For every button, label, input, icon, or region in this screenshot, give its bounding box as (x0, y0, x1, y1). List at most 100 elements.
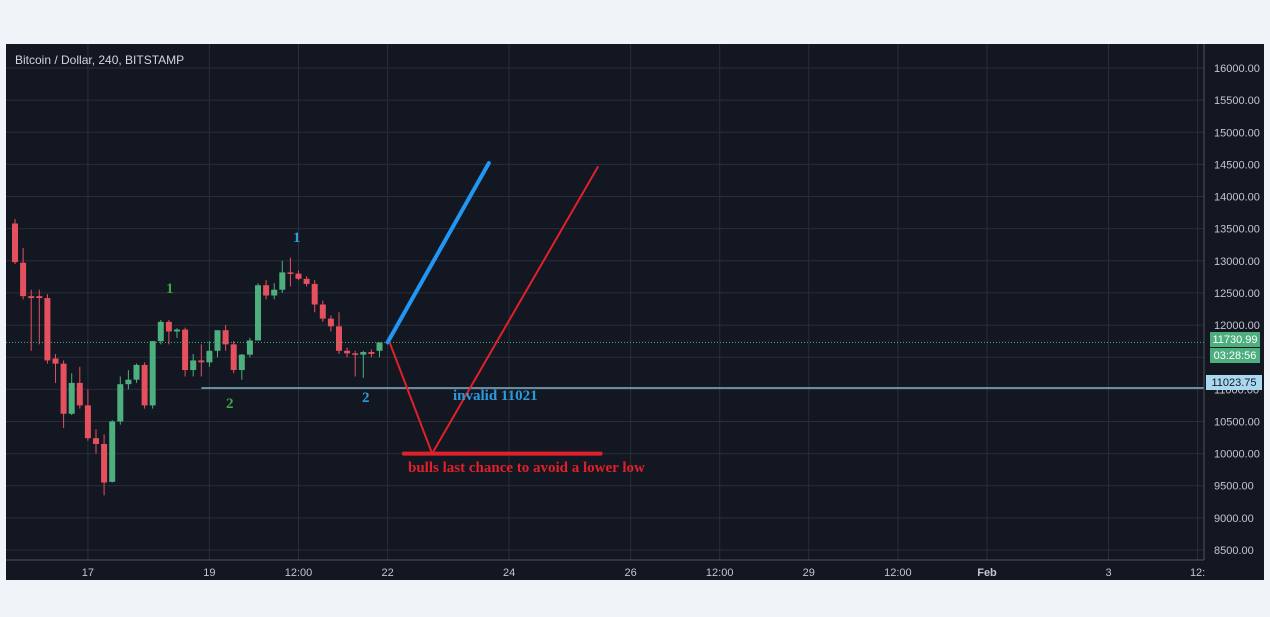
invalid-annotation: invalid 11021 (453, 388, 538, 404)
candle-body (287, 272, 294, 274)
price-tick-label: 16000.00 (1214, 63, 1260, 75)
candle-body (36, 296, 43, 299)
price-tick-label: 8500.00 (1214, 545, 1254, 557)
candle (68, 373, 75, 416)
time-tick-label: Feb (977, 567, 997, 579)
candle (319, 300, 326, 322)
invalid-level-text: 11023.75 (1211, 377, 1256, 389)
candle-body (84, 405, 91, 439)
price-axis[interactable]: 16000.00 15500.00 15000.00 14500.00 14000.00… (1203, 44, 1260, 560)
candle-body (376, 342, 383, 351)
candle-body (190, 360, 197, 371)
candle (182, 327, 189, 377)
candle (311, 280, 318, 313)
candle (20, 247, 27, 300)
overlays (6, 161, 1204, 456)
candle (174, 328, 180, 338)
candle (133, 363, 140, 383)
candle-body (360, 352, 367, 355)
candle-body (352, 353, 359, 355)
candle (214, 330, 221, 358)
candle (344, 347, 351, 358)
candle (360, 350, 367, 378)
candle (376, 342, 383, 358)
candle-body (336, 326, 342, 351)
time-tick-label: 12:00 (884, 567, 912, 579)
time-tick-label: 3 (1105, 567, 1111, 579)
candle-body (198, 360, 205, 363)
candle-body (182, 329, 189, 371)
candle (230, 341, 237, 374)
price-tick-label: 15000.00 (1214, 127, 1260, 139)
candle-body (28, 296, 35, 299)
candle (28, 289, 35, 351)
wave-label-blue-1: 1 (293, 230, 301, 246)
price-tick-label: 12000.00 (1214, 320, 1260, 332)
price-tick-label: 10000.00 (1214, 449, 1260, 461)
candle (352, 350, 359, 377)
price-tick-label: 15500.00 (1214, 95, 1260, 107)
candle-body (101, 443, 108, 483)
wave-label-green-1: 1 (166, 281, 174, 297)
candle (279, 260, 286, 293)
chart-svg[interactable]: 16000.00 15500.00 15000.00 14500.00 14000.00… (6, 44, 1264, 580)
candle-body (52, 358, 59, 364)
candle-body (117, 384, 124, 422)
candle-body (222, 330, 229, 345)
price-tick-label: 9500.00 (1214, 481, 1254, 493)
candle-body (271, 289, 278, 296)
time-axis[interactable]: 17 19 12:00 22 24 26 12:00 29 12:00 Feb 3 12: (6, 559, 1205, 579)
candle-body (263, 285, 270, 296)
candle (271, 283, 278, 300)
candle (255, 283, 261, 341)
price-tick-label: 14000.00 (1214, 192, 1260, 204)
time-tick-label: 22 (381, 567, 393, 579)
candle (190, 353, 197, 377)
price-tick-label: 9000.00 (1214, 513, 1254, 525)
candle-body (93, 438, 99, 444)
candle-body (149, 341, 156, 406)
current-price-text: 11730.99 (1212, 334, 1257, 346)
candle (238, 353, 245, 380)
candle (165, 319, 172, 345)
candle-body (319, 304, 326, 319)
red-projection-line (388, 165, 600, 456)
candle-body (44, 298, 51, 361)
current-price-badge: 11730.99 (1210, 332, 1260, 347)
candle (222, 325, 229, 351)
candle-body (368, 352, 375, 354)
candle (93, 429, 99, 454)
chart-area[interactable]: 16000.00 15500.00 15000.00 14500.00 14000.00… (6, 44, 1264, 580)
candle (149, 341, 156, 409)
candle (125, 370, 132, 390)
candle (263, 280, 270, 300)
grid (6, 44, 1204, 560)
invalid-level-badge: 11023.75 (1206, 375, 1262, 390)
candle (287, 257, 294, 287)
candle (198, 344, 205, 377)
candle (52, 353, 59, 383)
time-tick-label: 12: (1190, 567, 1205, 579)
candle-body (230, 344, 237, 371)
candle-body (76, 382, 83, 406)
candle-body (206, 350, 213, 363)
candle (36, 289, 43, 345)
countdown-text: 03:28:56 (1214, 350, 1257, 362)
time-tick-label: 26 (624, 567, 636, 579)
candle-body (303, 278, 310, 284)
candle (246, 337, 253, 358)
candle-body (60, 363, 67, 414)
time-tick-label: 17 (82, 567, 94, 579)
candle (157, 319, 164, 345)
time-tick-label: 24 (503, 567, 515, 579)
bulls-annotation: bulls last chance to avoid a lower low (408, 460, 645, 476)
price-tick-label: 14500.00 (1214, 159, 1260, 171)
candle (206, 341, 213, 367)
candle-body (157, 321, 164, 342)
candle (60, 360, 67, 428)
price-tick-label: 13000.00 (1214, 256, 1260, 268)
candle-body (141, 364, 148, 406)
price-tick-label: 12500.00 (1214, 288, 1260, 300)
time-tick-label: 19 (203, 567, 215, 579)
candle-body (311, 283, 318, 305)
